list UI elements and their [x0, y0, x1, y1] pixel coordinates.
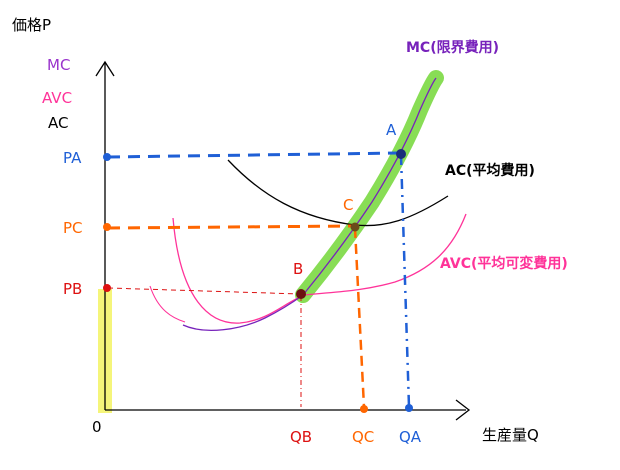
pc-label: PC	[63, 219, 83, 237]
point-b-label: B	[293, 260, 303, 278]
y-axis-arrow	[95, 60, 115, 77]
y-axis-title: 価格P	[12, 16, 51, 34]
qb-label: QB	[290, 428, 312, 446]
pb-guide	[107, 287, 302, 295]
pa-guide	[107, 151, 401, 159]
pb-marker	[103, 284, 111, 292]
ac-curve-label: AC(平均費用)	[445, 162, 535, 179]
pc-marker	[103, 223, 111, 231]
legend-mc: MC	[47, 56, 70, 74]
pa-marker	[103, 153, 111, 161]
legend-avc: AVC	[42, 89, 72, 107]
mc-highlight	[295, 70, 444, 303]
qc-label: QC	[352, 428, 374, 446]
point-c-label: C	[343, 196, 353, 214]
qa-guide	[399, 154, 411, 408]
point-b-marker	[296, 289, 306, 299]
avc-curve-label: AVC(平均可変費用)	[440, 255, 568, 272]
mc-curve-label: MC(限界費用)	[406, 39, 499, 56]
point-a-label: A	[386, 121, 397, 139]
x-axis-arrow	[455, 399, 471, 421]
pc-guide	[107, 224, 356, 230]
qa-label: QA	[399, 428, 422, 446]
qa-marker	[405, 404, 413, 412]
mc-curve	[182, 77, 437, 331]
qc-marker	[360, 405, 368, 413]
pa-label: PA	[63, 149, 82, 167]
point-c-marker	[350, 222, 360, 232]
avc-lower-curve	[149, 285, 186, 323]
pb-label: PB	[63, 280, 82, 298]
origin-label: 0	[92, 418, 102, 436]
x-axis-title: 生産量Q	[482, 426, 539, 444]
point-a-marker	[396, 149, 406, 159]
qc-guide	[353, 227, 366, 408]
legend-ac: AC	[48, 114, 68, 132]
ac-curve	[227, 159, 449, 227]
